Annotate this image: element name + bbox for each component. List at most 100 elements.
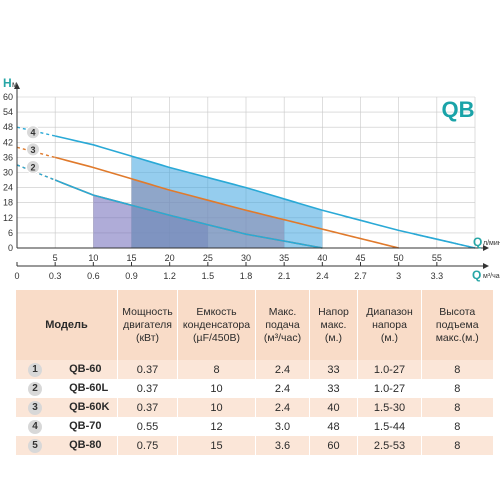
x-tick-label-flow: 50 xyxy=(394,253,404,263)
range-cell: 1.5-44 xyxy=(357,417,422,436)
x-tick-label-flow: 10 xyxy=(88,253,98,263)
header-line: (м.) xyxy=(324,331,343,344)
operating-band xyxy=(131,156,323,248)
header-model: Модель xyxy=(15,290,118,360)
header-line: Напор xyxy=(318,305,349,318)
header-line: подача xyxy=(265,318,300,331)
header-line: напора xyxy=(372,318,407,331)
header-power: Мощность двигателя (кВт) xyxy=(117,290,178,360)
header-line: Мощность xyxy=(122,305,173,318)
curve-2 xyxy=(54,179,323,249)
capacitor-cell: 12 xyxy=(177,417,256,436)
head-cell: 33 xyxy=(309,379,358,398)
model-cell: 2 QB-60L xyxy=(15,379,118,398)
power-cell: 0.75 xyxy=(117,436,178,455)
x-tick-label-flow: 15 xyxy=(126,253,136,263)
x-tick-label-volume: 0.9 xyxy=(125,271,138,281)
model-number-badge: 3 xyxy=(28,400,42,415)
x-tick-label-flow: 55 xyxy=(432,253,442,263)
table-body: 1 QB-60 0.37 8 2.4 33 1.0-27 8 2 QB-60L … xyxy=(15,360,493,455)
lift-cell: 8 xyxy=(421,360,493,379)
range-cell: 1.0-27 xyxy=(357,379,422,398)
y-tick-label: 54 xyxy=(3,107,13,117)
model-number-badge: 4 xyxy=(28,419,42,434)
x-axis-letter-volume: Q xyxy=(472,268,481,282)
y-axis-arrow xyxy=(14,83,20,89)
range-cell: 1.0-27 xyxy=(357,360,422,379)
x-tick-label-flow: 25 xyxy=(203,253,213,263)
flow-cell: 2.4 xyxy=(255,379,310,398)
header-head: Напор макс. (м.) xyxy=(309,290,358,360)
header-line: (кВт) xyxy=(135,331,160,344)
header-capacitor: Емкость конденсатора (µF/450В) xyxy=(177,290,256,360)
x-tick-label-flow: 35 xyxy=(279,253,289,263)
x-tick-label-volume: 0 xyxy=(14,271,19,281)
model-name: QB-80 xyxy=(69,438,102,451)
model-name: QB-60L xyxy=(69,381,109,394)
model-number-badge: 2 xyxy=(28,381,42,396)
model-name: QB-60 xyxy=(69,362,102,375)
x-axis-letter-flow: Q xyxy=(473,235,482,249)
model-number-badge: 5 xyxy=(28,438,42,453)
header-line: (м³/час) xyxy=(263,331,302,344)
table-row: 4 QB-70 0.55 12 3.0 48 1.5-44 8 xyxy=(15,417,493,436)
x-tick-label-volume: 1.2 xyxy=(163,271,176,281)
y-tick-label: 48 xyxy=(3,122,13,132)
curve-marker-label: 4 xyxy=(30,128,35,138)
table-row: 1 QB-60 0.37 8 2.4 33 1.0-27 8 xyxy=(15,360,493,379)
x-tick-label-flow: 30 xyxy=(241,253,251,263)
table-row: 2 QB-60L 0.37 10 2.4 33 1.0-27 8 xyxy=(15,379,493,398)
range-cell: 1.5-30 xyxy=(357,398,422,417)
x-axis-unit-volume: м³/час xyxy=(483,273,500,280)
y-tick-label: 0 xyxy=(8,243,13,253)
x-tick-label-flow: 20 xyxy=(165,253,175,263)
y-tick-label: 6 xyxy=(8,228,13,238)
header-line: Диапазон xyxy=(366,305,413,318)
header-line: Высота xyxy=(439,305,476,318)
flow-cell: 2.4 xyxy=(255,360,310,379)
header-line: конденсатора xyxy=(182,318,251,331)
x-tick-label-flow: 45 xyxy=(355,253,365,263)
x-tick-label-volume: 0.3 xyxy=(49,271,62,281)
curve-marker xyxy=(26,159,40,174)
table-row: 3 QB-60K 0.37 10 2.4 40 1.5-30 8 xyxy=(15,398,493,417)
capacitor-cell: 15 xyxy=(177,436,256,455)
header-line: Емкость xyxy=(196,305,237,318)
header-line: Макс. xyxy=(268,305,297,318)
header-lift: Высота подъема макс.(м.) xyxy=(421,290,493,360)
header-range: Диапазон напора (м.) xyxy=(357,290,422,360)
curve-marker xyxy=(26,142,40,157)
y-tick-label: 42 xyxy=(3,137,13,147)
table-header-row: Модель Мощность двигателя (кВт) Емкость … xyxy=(15,290,493,360)
x-tick-label-flow: 5 xyxy=(53,253,58,263)
x-axis-arrow xyxy=(483,245,489,251)
flow-cell: 3.0 xyxy=(255,417,310,436)
y-tick-label: 18 xyxy=(3,198,13,208)
y-axis-letter: H xyxy=(3,76,12,90)
power-cell: 0.37 xyxy=(117,379,178,398)
header-line: подъема xyxy=(435,318,479,331)
curve-marker xyxy=(26,125,40,140)
header-line: макс.(м.) xyxy=(435,331,479,344)
table-row: 5 QB-80 0.75 15 3.6 60 2.5-53 8 xyxy=(15,436,493,455)
lift-cell: 8 xyxy=(421,436,493,455)
curve-marker-label: 2 xyxy=(30,162,35,172)
header-line: (м.) xyxy=(380,331,399,344)
x-tick-label-volume: 1.8 xyxy=(240,271,253,281)
x-axis-unit-flow: л/мин xyxy=(483,240,500,247)
head-cell: 60 xyxy=(309,436,358,455)
qb-logo: QB xyxy=(442,97,475,122)
x-tick-label-volume: 2.4 xyxy=(316,271,329,281)
model-cell: 5 QB-80 xyxy=(15,436,118,455)
range-cell: 2.5-53 xyxy=(357,436,422,455)
header-line: двигателя xyxy=(123,318,172,331)
spec-table: Модель Мощность двигателя (кВт) Емкость … xyxy=(15,290,493,455)
head-cell: 48 xyxy=(309,417,358,436)
x-tick-label-volume: 0.6 xyxy=(87,271,100,281)
y-tick-label: 30 xyxy=(3,168,13,178)
flow-cell: 2.4 xyxy=(255,398,310,417)
capacitor-cell: 10 xyxy=(177,379,256,398)
model-name: QB-70 xyxy=(69,419,102,432)
curve-4 xyxy=(54,135,476,249)
y-tick-label: 12 xyxy=(3,213,13,223)
